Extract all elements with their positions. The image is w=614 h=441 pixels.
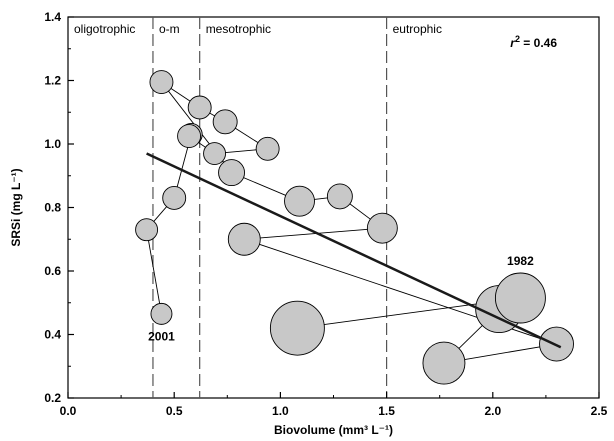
zone-label: eutrophic — [393, 22, 442, 36]
x-axis-ticks: 0.0 0.5 1.0 1.5 2.0 2.5 — [60, 392, 608, 418]
y-tick-label: 1.0 — [44, 137, 61, 151]
x-tick-label: 2.0 — [484, 404, 501, 418]
data-point — [366, 212, 398, 244]
y-tick-label: 0.2 — [44, 391, 61, 405]
data-point — [162, 186, 187, 210]
data-point — [212, 109, 238, 135]
data-point — [494, 272, 546, 324]
zone-label: mesotrophic — [206, 22, 271, 36]
regression-line-group — [146, 152, 562, 349]
r-squared-label: r2 = 0.46 — [510, 34, 557, 50]
data-point — [326, 183, 353, 210]
data-point — [218, 159, 245, 187]
x-tick-label: 0.0 — [60, 404, 77, 418]
x-tick-label: 2.5 — [591, 404, 608, 418]
point-annotations: 2001 1982 — [148, 254, 534, 343]
x-tick-label: 1.5 — [378, 404, 395, 418]
data-point — [227, 222, 261, 256]
zone-label: o-m — [159, 22, 180, 36]
y-tick-label: 1.4 — [44, 10, 61, 24]
data-point — [177, 124, 202, 149]
r-squared-exponent: 2 — [515, 34, 520, 44]
y-tick-label: 0.6 — [44, 264, 61, 278]
r-squared-symbol: r — [510, 36, 516, 50]
y-tick-label: 0.8 — [44, 201, 61, 215]
data-point — [284, 185, 315, 217]
data-points — [135, 70, 574, 385]
trophic-zone-labels: oligotrophic o-m mesotrophic eutrophic — [74, 22, 442, 36]
y-tick-label: 0.4 — [44, 328, 61, 342]
data-point — [149, 70, 174, 95]
connection-segment — [146, 229, 162, 314]
regression-line — [146, 152, 562, 349]
connection-segment — [244, 227, 383, 240]
data-point — [422, 341, 466, 385]
data-point — [187, 95, 212, 120]
data-point — [150, 302, 173, 325]
y-tick-label: 1.2 — [44, 74, 61, 88]
point-annotation: 2001 — [148, 329, 175, 343]
x-tick-label: 1.0 — [272, 404, 289, 418]
y-axis-ticks: 0.2 0.4 0.6 0.8 1.0 1.2 1.4 — [44, 10, 74, 405]
y-axis-title: SRSi (mg L⁻¹) — [9, 168, 23, 246]
trophic-zone-boundaries — [152, 17, 388, 398]
data-point — [269, 300, 325, 356]
x-axis-title: Biovolume (mm³ L⁻¹) — [274, 423, 393, 437]
data-point — [255, 136, 280, 161]
zone-label: oligotrophic — [74, 22, 135, 36]
point-annotation: 1982 — [507, 254, 534, 268]
data-point — [135, 218, 159, 242]
r-squared-value: = 0.46 — [520, 36, 557, 50]
x-tick-label: 0.5 — [166, 404, 183, 418]
data-point — [203, 142, 227, 165]
